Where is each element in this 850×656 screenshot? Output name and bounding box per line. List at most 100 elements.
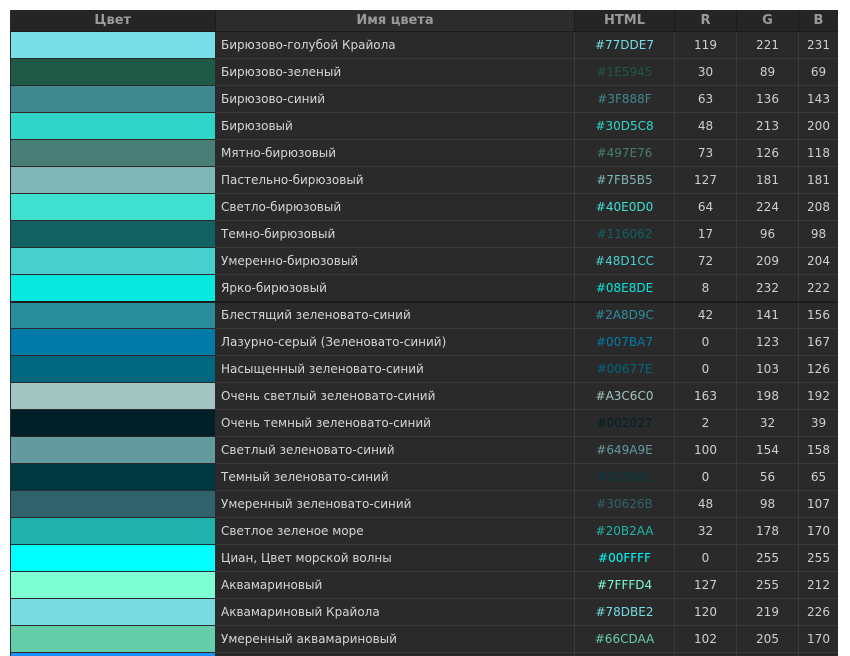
color-swatch: [10, 409, 216, 437]
color-swatch: [10, 220, 216, 248]
color-b-value: 107: [798, 490, 838, 518]
color-g-value: 32: [736, 409, 799, 437]
color-b-value: 167: [798, 328, 838, 356]
color-b-value: 231: [798, 31, 838, 59]
color-r-value: 42: [674, 300, 737, 329]
color-r-value: 48: [674, 490, 737, 518]
color-r-value: 72: [674, 247, 737, 275]
color-hex: #649A9E: [574, 436, 675, 464]
color-g-value: 232: [736, 274, 799, 302]
color-hex: #1E5945: [574, 58, 675, 86]
color-name: Светло-бирюзовый: [215, 193, 575, 221]
color-name: Циан, Цвет морской волны: [215, 544, 575, 572]
color-name: Бирюзово-голубой Крайола: [215, 31, 575, 59]
color-hex: #7FFFD4: [574, 571, 675, 599]
color-b-value: 222: [798, 274, 838, 302]
table-row: Очень светлый зеленовато-синий #A3C6C0 163…: [10, 382, 838, 410]
color-b-value: 118: [798, 139, 838, 167]
color-g-value: 126: [736, 139, 799, 167]
color-b-value: 156: [798, 300, 838, 329]
header-color: Цвет: [10, 10, 216, 32]
color-swatch: [10, 355, 216, 383]
table-row: Блестящий зеленовато-синий #2A8D9C 42 141 15…: [10, 300, 838, 329]
color-swatch: [10, 490, 216, 518]
table-body: Бирюзово-голубой Крайола #77DDE7 119 221 231…: [10, 31, 838, 656]
color-r-value: 2: [674, 409, 737, 437]
table-row: Циан, Цвет морской волны #00FFFF 0 255 255: [10, 544, 838, 572]
color-r-value: 102: [674, 625, 737, 653]
color-name: Светлый зеленовато-синий: [215, 436, 575, 464]
color-hex: #497E76: [574, 139, 675, 167]
table-row: Очень темный зеленовато-синий #002027 2 32 3…: [10, 409, 838, 437]
color-name: Очень темный зеленовато-синий: [215, 409, 575, 437]
color-r-value: 48: [674, 112, 737, 140]
color-g-value: 213: [736, 112, 799, 140]
color-hex: #00FFFF: [574, 544, 675, 572]
color-r-value: 163: [674, 382, 737, 410]
table-row: Бирюзово-голубой Крайола #77DDE7 119 221 231: [10, 31, 838, 59]
color-b-value: 98: [798, 220, 838, 248]
color-g-value: 181: [736, 166, 799, 194]
color-g-value: 103: [736, 355, 799, 383]
table-row: [10, 652, 838, 656]
color-swatch: [10, 85, 216, 113]
table-row: Умеренно-бирюзовый #48D1CC 72 209 204: [10, 247, 838, 275]
color-hex: #A3C6C0: [574, 382, 675, 410]
color-swatch: [10, 571, 216, 599]
color-name: Бирюзово-синий: [215, 85, 575, 113]
color-name: Бирюзово-зеленый: [215, 58, 575, 86]
color-b-value: 181: [798, 166, 838, 194]
color-name: Насыщенный зеленовато-синий: [215, 355, 575, 383]
color-b-value: 170: [798, 625, 838, 653]
table-row: Бирюзово-синий #3F888F 63 136 143: [10, 85, 838, 113]
header-b: B: [798, 10, 838, 32]
color-name: Светлое зеленое море: [215, 517, 575, 545]
header-g: G: [736, 10, 799, 32]
color-g-value: 141: [736, 300, 799, 329]
table-row: Мятно-бирюзовый #497E76 73 126 118: [10, 139, 838, 167]
color-hex: #78DBE2: [574, 598, 675, 626]
color-r-value: 63: [674, 85, 737, 113]
table-row: Умеренный зеленовато-синий #30626B 48 98 107: [10, 490, 838, 518]
table-row: Ярко-бирюзовый #08E8DE 8 232 222: [10, 274, 838, 302]
color-g-value: 98: [736, 490, 799, 518]
color-g-value: 255: [736, 544, 799, 572]
table-row: Умеренный аквамариновый #66CDAA 102 205 170: [10, 625, 838, 653]
color-hex: #66CDAA: [574, 625, 675, 653]
color-swatch: [10, 166, 216, 194]
color-table-container: Цвет Имя цвета HTML R G B Бирюзово-голуб…: [10, 10, 838, 656]
color-b-value: 170: [798, 517, 838, 545]
color-b-value: 255: [798, 544, 838, 572]
color-name: Пастельно-бирюзовый: [215, 166, 575, 194]
color-swatch: [10, 652, 216, 656]
color-g-value: 219: [736, 598, 799, 626]
color-table: Цвет Имя цвета HTML R G B Бирюзово-голуб…: [10, 10, 838, 656]
color-b-value: 65: [798, 463, 838, 491]
color-b-value: 200: [798, 112, 838, 140]
table-row: Светлое зеленое море #20B2AA 32 178 170: [10, 517, 838, 545]
color-r-value: 127: [674, 166, 737, 194]
color-r-value: 119: [674, 31, 737, 59]
color-hex: #7FB5B5: [574, 166, 675, 194]
color-hex: #30D5C8: [574, 112, 675, 140]
color-swatch: [10, 544, 216, 572]
color-g-value: 178: [736, 517, 799, 545]
color-b-value: 69: [798, 58, 838, 86]
color-name: Бирюзовый: [215, 112, 575, 140]
table-row: Насыщенный зеленовато-синий #00677E 0 103 12…: [10, 355, 838, 383]
color-r-value: 32: [674, 517, 737, 545]
color-r-value: 73: [674, 139, 737, 167]
color-swatch: [10, 517, 216, 545]
color-hex: #48D1CC: [574, 247, 675, 275]
color-r-value: 0: [674, 328, 737, 356]
color-g-value: 96: [736, 220, 799, 248]
table-row: Пастельно-бирюзовый #7FB5B5 127 181 181: [10, 166, 838, 194]
color-hex: #40E0D0: [574, 193, 675, 221]
table-row: Бирюзовый #30D5C8 48 213 200: [10, 112, 838, 140]
color-swatch: [10, 436, 216, 464]
table-row: Аквамариновый #7FFFD4 127 255 212: [10, 571, 838, 599]
color-hex: #116062: [574, 220, 675, 248]
table-row: Темно-бирюзовый #116062 17 96 98: [10, 220, 838, 248]
table-row: Светлый зеленовато-синий #649A9E 100 154 158: [10, 436, 838, 464]
color-r-value: 120: [674, 598, 737, 626]
